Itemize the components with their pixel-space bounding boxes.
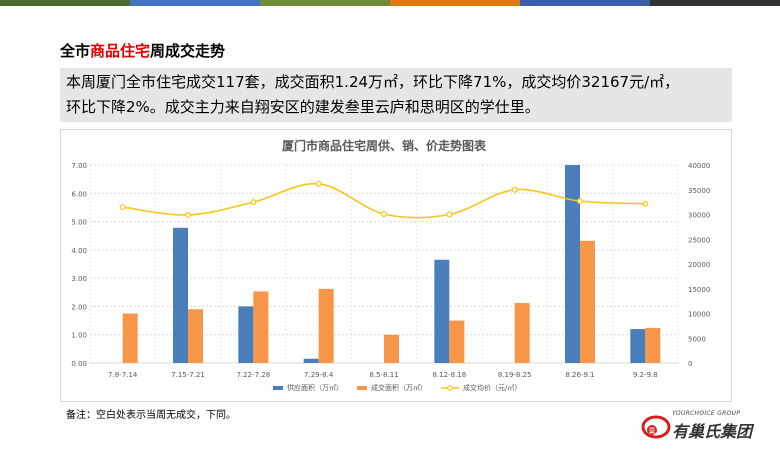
y-right-tick-label: 20000: [688, 261, 710, 269]
price-point: [642, 200, 649, 207]
deal-area-bar: [580, 240, 595, 363]
price-point: [315, 180, 322, 187]
topbar-segment: [390, 0, 520, 6]
price-point: [446, 211, 453, 218]
y-right-tick-label: 30000: [688, 212, 710, 220]
y-right-tick-label: 0: [688, 360, 692, 368]
price-point: [184, 211, 191, 218]
deal-area-bar: [122, 313, 138, 363]
y-right-tick-label: 40000: [688, 162, 710, 170]
y-left-tick-label: 7.00: [71, 162, 87, 170]
x-tick-label: 9.2-9.8: [633, 371, 658, 379]
supply-bar: [173, 227, 188, 363]
deal-area-bar: [645, 327, 661, 363]
y-left-tick-label: 1.00: [71, 332, 87, 340]
summary-box: 本周厦门全市住宅成交117套，成交面积1.24万㎡，环比下降71%，成交均价32…: [60, 68, 732, 122]
topbar-segment: [650, 0, 780, 6]
price-point: [576, 198, 583, 205]
x-tick-label: 7.22-7.28: [236, 371, 270, 379]
y-left-tick-label: 5.00: [71, 219, 87, 227]
y-left-tick-label: 2.00: [71, 303, 87, 311]
price-point: [511, 186, 518, 193]
x-tick-label: 8.19-8.25: [498, 371, 532, 379]
x-tick-label: 8.12-8.18: [432, 371, 466, 379]
price-point: [250, 199, 257, 206]
supply-bar: [565, 165, 580, 363]
summary-line-2: 环比下降2%。成交主力来自翔安区的建发叁里云庐和思明区的学仕里。: [66, 98, 540, 116]
top-color-bar: [0, 0, 780, 6]
x-tick-label: 8.26-9.1: [565, 371, 594, 379]
legend-label-supply: 供应面积（万㎡）: [287, 383, 343, 392]
topbar-segment: [130, 0, 260, 6]
company-logo: 巢: [641, 415, 671, 439]
y-left-tick-label: 3.00: [71, 275, 87, 283]
section-title-highlight: 商品住宅: [90, 41, 151, 60]
deal-area-bar: [253, 291, 269, 363]
y-left-tick-label: 4.00: [71, 247, 87, 255]
logo-mark-ring: [641, 415, 671, 439]
deal-area-bar: [449, 320, 465, 363]
section-title: 全市 商品住宅 周成交走势: [60, 40, 225, 60]
section-title-post: 周成交走势: [150, 41, 226, 60]
logo-mark-dot: [647, 425, 657, 435]
x-tick-label: 7.8-7.14: [108, 371, 138, 379]
logo-english: YOURCHOICE GROUP: [672, 410, 741, 417]
supply-bar: [630, 329, 646, 363]
supply-bar: [434, 259, 450, 363]
legend-label-price: 成交均价（元/㎡）: [463, 383, 521, 392]
price-point: [119, 204, 126, 211]
legend-swatch-supply: [273, 386, 283, 390]
legend-label-deal-area: 成交面积（万㎡）: [371, 383, 427, 392]
topbar-segment: [0, 0, 130, 6]
summary-line-1: 本周厦门全市住宅成交117套，成交面积1.24万㎡，环比下降71%，成交均价32…: [66, 73, 680, 91]
supply-bar: [303, 358, 319, 363]
y-right-tick-label: 10000: [688, 311, 710, 319]
y-left-tick-label: 0.00: [71, 360, 87, 368]
x-tick-label: 8.5-8.11: [369, 371, 398, 379]
y-right-tick-label: 25000: [688, 236, 710, 244]
legend-swatch-price-dot: [447, 385, 453, 391]
deal-area-bar: [384, 334, 399, 363]
y-right-tick-label: 35000: [688, 187, 710, 195]
y-right-tick-label: 15000: [688, 286, 710, 294]
section-title-pre: 全市: [60, 41, 91, 60]
topbar-segment: [260, 0, 390, 6]
x-tick-label: 7.15-7.21: [171, 371, 205, 379]
topbar-segment: [520, 0, 650, 6]
footnote: 备注：空白处表示当周无成交，下同。: [66, 410, 236, 421]
y-left-tick-label: 6.00: [71, 190, 87, 198]
x-tick-label: 7.29-8.4: [304, 371, 334, 379]
chart-container: 厦门市商品住宅周供、销、价走势图表 0.00 1.00 2.00 3.00 4.00 5.0…: [60, 129, 732, 402]
deal-area-bar: [318, 288, 334, 363]
supply-bar: [238, 306, 254, 363]
chart-svg: 厦门市商品住宅周供、销、价走势图表 0.00 1.00 2.00 3.00 4.00 5.0…: [71, 138, 710, 392]
deal-area-bar: [188, 309, 203, 363]
y-right-tick-label: 5000: [688, 335, 706, 343]
logo-mark-text: 巢: [649, 426, 656, 435]
price-point: [381, 211, 388, 218]
legend-swatch-deal-area: [357, 386, 367, 390]
logo-chinese: 有巢氏集团: [672, 422, 753, 441]
chart-title: 厦门市商品住宅周供、销、价走势图表: [282, 138, 487, 153]
deal-area-bar: [514, 303, 530, 363]
